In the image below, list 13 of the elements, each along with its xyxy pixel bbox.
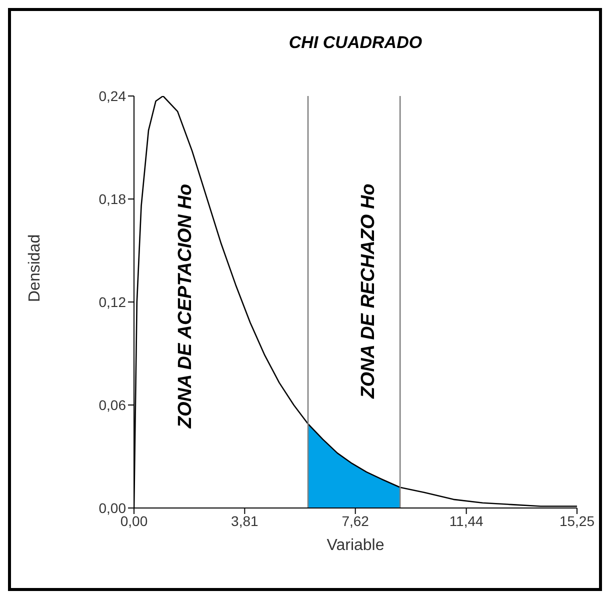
x-tick-label: 7,62 [342,512,370,529]
x-tick-label: 11,44 [449,512,484,529]
chart-title: CHI CUADRADO [288,33,424,53]
annotation: ZONA DE ACEPTACION Ho [175,184,197,428]
x-tick-label: 3,81 [231,512,259,529]
x-axis-title: Variable [326,537,384,554]
y-tick-label: 0,06 [98,396,126,413]
y-tick-label: 0,24 [98,88,126,104]
annotation: ZONA DE RECHAZO Ho [358,184,380,398]
y-tick-label: 0,12 [98,294,126,310]
y-tick-label: 0,18 [98,190,126,207]
x-tick-label: 15,25 [559,512,595,529]
y-axis-title: Densidad [26,234,44,302]
